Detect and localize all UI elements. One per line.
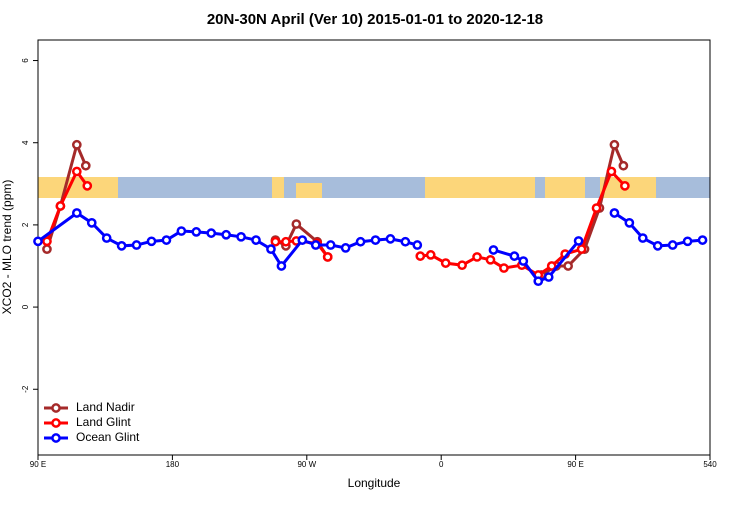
- legend-marker: [51, 433, 61, 443]
- plot-frame: [37, 39, 711, 456]
- y-tick-label: 6: [21, 58, 30, 63]
- data-point: [310, 240, 321, 250]
- data-point: [591, 203, 602, 213]
- data-point: [425, 250, 436, 260]
- data-point: [206, 228, 217, 238]
- data-point: [55, 201, 66, 211]
- data-point: [412, 240, 423, 250]
- data-point: [325, 240, 336, 250]
- data-point: [270, 236, 281, 247]
- data-point: [322, 252, 333, 262]
- data-point: [161, 235, 172, 245]
- data-point: [620, 181, 630, 191]
- x-axis-label: Longitude: [348, 476, 401, 490]
- y-tick-label: 0: [21, 304, 30, 309]
- series-line: [45, 139, 625, 277]
- data-point: [618, 160, 629, 171]
- data-point: [682, 236, 693, 247]
- data-point: [546, 261, 557, 271]
- data-point: [86, 217, 97, 228]
- data-point: [652, 241, 663, 251]
- data-point: [176, 226, 187, 236]
- x-tick-label: 0: [439, 460, 444, 469]
- data-point: [488, 245, 499, 255]
- data-point: [71, 166, 82, 177]
- data-point: [576, 244, 587, 254]
- data-point: [191, 227, 202, 237]
- data-point: [385, 234, 396, 244]
- data-point: [415, 251, 426, 261]
- data-point: [543, 272, 554, 282]
- data-point: [606, 166, 617, 177]
- data-point: [82, 181, 93, 191]
- legend-label: Land Nadir: [76, 400, 135, 414]
- y-tick-label: 4: [21, 140, 30, 145]
- data-point: [609, 208, 620, 218]
- data-point: [472, 252, 482, 262]
- data-point: [637, 233, 648, 243]
- x-tick-label: 90 W: [297, 460, 316, 469]
- data-point: [236, 231, 246, 242]
- legend-label: Land Glint: [76, 415, 131, 429]
- data-point: [251, 235, 261, 245]
- data-point: [101, 233, 112, 243]
- data-point: [221, 229, 232, 240]
- data-point: [297, 235, 308, 245]
- y-tick-label: 2: [21, 222, 30, 227]
- data-point: [355, 236, 366, 247]
- y-tick-label: -2: [21, 385, 30, 393]
- data-point: [291, 219, 302, 229]
- data-point: [71, 208, 82, 218]
- data-point: [533, 276, 544, 287]
- chart-title: 20N-30N April (Ver 10) 2015-01-01 to 202…: [207, 11, 543, 28]
- x-tick-label: 90 E: [30, 460, 46, 469]
- data-point: [624, 217, 635, 228]
- data-point: [457, 260, 467, 271]
- data-point: [80, 160, 91, 171]
- data-point: [563, 261, 573, 271]
- data-point: [518, 256, 529, 266]
- data-point: [340, 243, 351, 253]
- data-point: [400, 236, 411, 247]
- data-point: [116, 241, 127, 251]
- data-point: [370, 235, 381, 245]
- x-tick-label: 540: [703, 460, 717, 469]
- data-point: [485, 254, 496, 265]
- data-point: [42, 244, 52, 254]
- x-tick-label: 90 E: [567, 460, 583, 469]
- data-point: [131, 240, 142, 250]
- y-axis-label: XCO2 - MLO trend (ppm): [0, 180, 14, 315]
- data-point: [33, 236, 43, 247]
- data-point: [499, 263, 509, 273]
- x-tick-label: 180: [166, 460, 180, 469]
- data-point: [276, 261, 287, 271]
- data-point: [667, 240, 678, 250]
- data-point: [42, 236, 52, 247]
- data-point: [266, 244, 276, 254]
- legend-marker: [51, 418, 61, 428]
- data-point: [697, 235, 708, 245]
- data-point: [281, 236, 291, 247]
- data-point: [146, 236, 157, 247]
- data-point: [440, 258, 451, 268]
- data-point: [609, 139, 620, 150]
- data-point: [573, 236, 584, 246]
- data-point: [71, 139, 82, 150]
- legend-label: Ocean Glint: [76, 430, 140, 444]
- legend-marker: [51, 403, 61, 413]
- data-point: [509, 251, 520, 261]
